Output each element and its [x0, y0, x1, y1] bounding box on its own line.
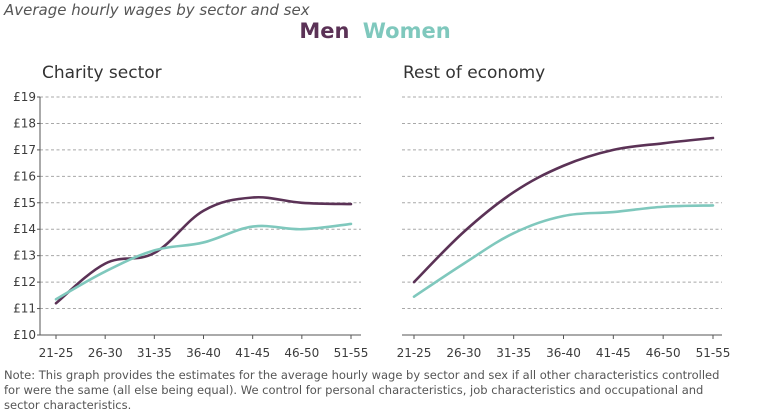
chart-note: Note: This graph provides the estimates … — [4, 368, 720, 412]
panel-title-charity: Charity sector — [42, 63, 162, 83]
y-tick-label: £11 — [13, 302, 36, 316]
legend-men: Men — [299, 19, 350, 43]
y-tick-label: £10 — [13, 328, 36, 342]
series-line-men-1 — [412, 136, 715, 284]
y-tick-label: £16 — [13, 169, 36, 183]
chart-title: Average hourly wages by sector and sex — [4, 1, 310, 19]
y-tick-label: £14 — [13, 222, 36, 236]
y-tick-label: £13 — [13, 249, 36, 263]
series-line-men-0 — [54, 195, 353, 305]
x-tick-label: 26-30 — [446, 346, 481, 360]
x-tick-label: 36-40 — [186, 346, 221, 360]
panel-title-rest-of-economy: Rest of economy — [403, 63, 546, 83]
x-tick-label: 46-50 — [284, 346, 319, 360]
series-line-women-1 — [412, 204, 715, 298]
y-tick-label: £15 — [13, 196, 36, 210]
x-tick-label: 51-55 — [334, 346, 369, 360]
x-tick-label: 26-30 — [88, 346, 123, 360]
x-tick-label: 31-35 — [137, 346, 172, 360]
y-tick-label: £18 — [13, 116, 36, 130]
y-tick-label: £17 — [13, 143, 36, 157]
x-tick-label: 31-35 — [496, 346, 531, 360]
x-tick-label: 41-45 — [235, 346, 270, 360]
x-tick-label: 46-50 — [646, 346, 681, 360]
x-tick-label: 21-25 — [39, 346, 74, 360]
series-line-women-0 — [54, 222, 353, 301]
x-tick-label: 51-55 — [696, 346, 731, 360]
x-tick-label: 41-45 — [596, 346, 631, 360]
y-tick-label: £12 — [13, 275, 36, 289]
x-tick-label: 21-25 — [397, 346, 432, 360]
legend-women: Women — [362, 19, 451, 43]
legend: Men Women — [0, 19, 750, 43]
y-tick-label: £19 — [13, 90, 36, 104]
x-tick-label: 36-40 — [546, 346, 581, 360]
